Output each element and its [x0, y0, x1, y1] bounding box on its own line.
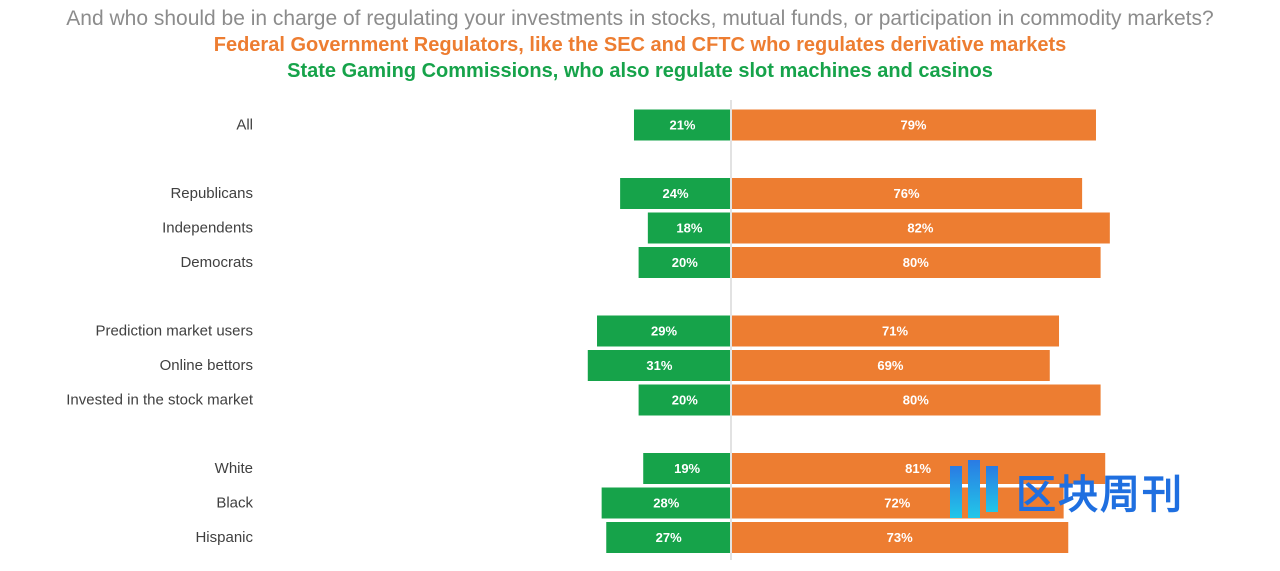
bar-federal-regulators-independents — [732, 212, 1110, 244]
watermark-logo: 区块周刊 — [948, 456, 1258, 526]
data-label-federal-regulators-prediction-market-users: 71% — [882, 324, 908, 339]
data-label-state-gaming-hispanic: 27% — [656, 530, 682, 545]
data-label-state-gaming-independents: 18% — [676, 221, 702, 236]
legend-state-gaming-commissions: State Gaming Commissions, who also regul… — [287, 60, 993, 82]
data-label-state-gaming-white: 19% — [674, 461, 700, 476]
bar-federal-regulators-invested-in-the-stock-market — [732, 384, 1101, 416]
watermark-logo-icon — [950, 460, 998, 518]
watermark-text: 区块周刊 — [1016, 472, 1184, 518]
data-label-state-gaming-online-bettors: 31% — [646, 358, 672, 373]
data-label-federal-regulators-republicans: 76% — [894, 186, 920, 201]
data-label-federal-regulators-white: 81% — [905, 461, 931, 476]
bar-state-gaming-white — [643, 453, 730, 484]
bar-state-gaming-republicans — [620, 178, 730, 209]
category-label-republicans: Republicans — [170, 185, 253, 202]
legend-federal-regulators: Federal Government Regulators, like the … — [213, 34, 1067, 56]
data-label-federal-regulators-hispanic: 73% — [887, 530, 913, 545]
bar-federal-regulators-prediction-market-users — [732, 315, 1060, 347]
data-label-federal-regulators-online-bettors: 69% — [877, 358, 903, 373]
data-label-state-gaming-prediction-market-users: 29% — [651, 324, 677, 339]
bar-state-gaming-invested-in-the-stock-market — [638, 384, 730, 416]
bar-state-gaming-black — [601, 487, 730, 519]
data-label-state-gaming-black: 28% — [653, 496, 679, 511]
bar-state-gaming-all — [633, 109, 730, 141]
category-label-white: White — [215, 460, 253, 477]
data-label-state-gaming-invested-in-the-stock-market: 20% — [672, 393, 698, 408]
category-label-independents: Independents — [162, 220, 253, 237]
data-label-state-gaming-republicans: 24% — [663, 186, 689, 201]
bar-federal-regulators-republicans — [732, 178, 1083, 209]
bar-state-gaming-democrats — [638, 247, 730, 278]
bar-federal-regulators-democrats — [732, 247, 1101, 278]
bar-federal-regulators-all — [732, 109, 1096, 141]
bar-state-gaming-independents — [647, 212, 730, 244]
data-label-federal-regulators-independents: 82% — [907, 221, 933, 236]
bar-federal-regulators-hispanic — [732, 522, 1069, 553]
bar-federal-regulators-black — [732, 487, 1064, 519]
category-label-hispanic: Hispanic — [195, 529, 253, 546]
bar-state-gaming-prediction-market-users — [597, 315, 730, 347]
category-label-democrats: Democrats — [180, 254, 253, 271]
bars-layer: All 21% 79% Republicans 24% 76% Independents 18… — [66, 109, 1110, 553]
data-label-federal-regulators-democrats: 80% — [903, 255, 929, 270]
data-label-state-gaming-democrats: 20% — [672, 255, 698, 270]
category-label-black: Black — [216, 495, 253, 512]
data-label-federal-regulators-all: 79% — [900, 118, 926, 133]
category-label-prediction-market-users: Prediction market users — [95, 323, 253, 340]
chart-title: And who should be in charge of regulatin… — [66, 7, 1214, 30]
bar-state-gaming-online-bettors — [587, 350, 730, 381]
bar-federal-regulators-online-bettors — [732, 350, 1050, 381]
data-label-federal-regulators-invested-in-the-stock-market: 80% — [903, 393, 929, 408]
bar-state-gaming-hispanic — [606, 522, 730, 553]
category-label-all: All — [236, 117, 253, 134]
category-label-invested-in-the-stock-market: Invested in the stock market — [66, 392, 254, 409]
data-label-federal-regulators-black: 72% — [884, 496, 910, 511]
category-label-online-bettors: Online bettors — [160, 357, 253, 374]
bar-federal-regulators-white — [732, 453, 1106, 484]
data-label-state-gaming-all: 21% — [669, 118, 695, 133]
